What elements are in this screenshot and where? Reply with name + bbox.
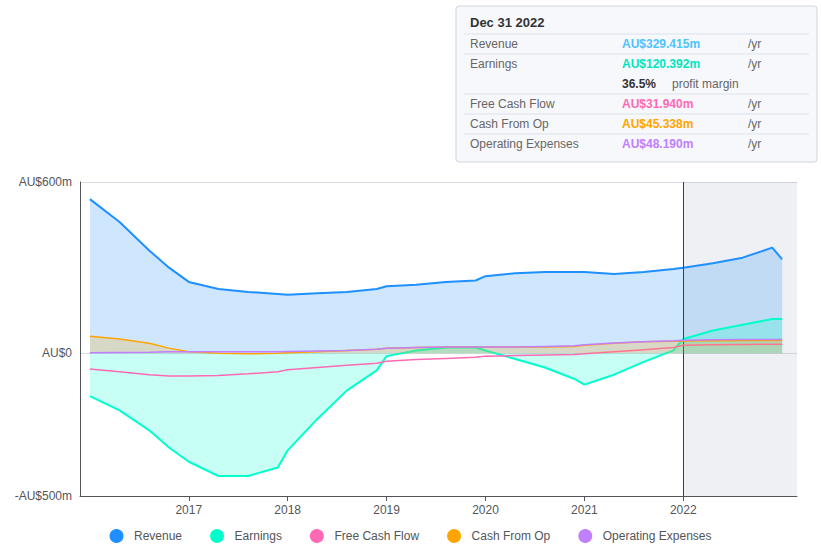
svg-text:36.5%: 36.5% xyxy=(622,77,656,91)
svg-text:2021: 2021 xyxy=(571,503,598,517)
svg-text:Earnings: Earnings xyxy=(235,529,282,543)
svg-text:AU$45.338m: AU$45.338m xyxy=(622,117,693,131)
svg-text:Operating Expenses: Operating Expenses xyxy=(603,529,712,543)
svg-text:2017: 2017 xyxy=(175,503,202,517)
svg-text:AU$31.940m: AU$31.940m xyxy=(622,97,693,111)
svg-text:Operating Expenses: Operating Expenses xyxy=(470,137,579,151)
svg-text:AU$329.415m: AU$329.415m xyxy=(622,37,700,51)
svg-text:/yr: /yr xyxy=(748,37,761,51)
svg-text:profit margin: profit margin xyxy=(672,77,739,91)
svg-text:/yr: /yr xyxy=(748,97,761,111)
svg-text:Cash From Op: Cash From Op xyxy=(470,117,549,131)
svg-text:2018: 2018 xyxy=(274,503,301,517)
svg-text:AU$600m: AU$600m xyxy=(19,175,72,189)
svg-text:2019: 2019 xyxy=(373,503,400,517)
svg-text:2022: 2022 xyxy=(670,503,697,517)
svg-text:AU$48.190m: AU$48.190m xyxy=(622,137,693,151)
svg-text:AU$0: AU$0 xyxy=(42,346,72,360)
svg-text:-AU$500m: -AU$500m xyxy=(15,489,72,503)
svg-text:/yr: /yr xyxy=(748,57,761,71)
svg-text:Revenue: Revenue xyxy=(134,529,182,543)
svg-text:Free Cash Flow: Free Cash Flow xyxy=(334,529,419,543)
svg-text:AU$120.392m: AU$120.392m xyxy=(622,57,700,71)
svg-text:Earnings: Earnings xyxy=(470,57,517,71)
svg-text:Dec 31 2022: Dec 31 2022 xyxy=(470,15,544,30)
svg-text:/yr: /yr xyxy=(748,117,761,131)
svg-text:Cash From Op: Cash From Op xyxy=(472,529,551,543)
svg-text:Revenue: Revenue xyxy=(470,37,518,51)
svg-text:Free Cash Flow: Free Cash Flow xyxy=(470,97,555,111)
svg-text:/yr: /yr xyxy=(748,137,761,151)
svg-text:2020: 2020 xyxy=(472,503,499,517)
